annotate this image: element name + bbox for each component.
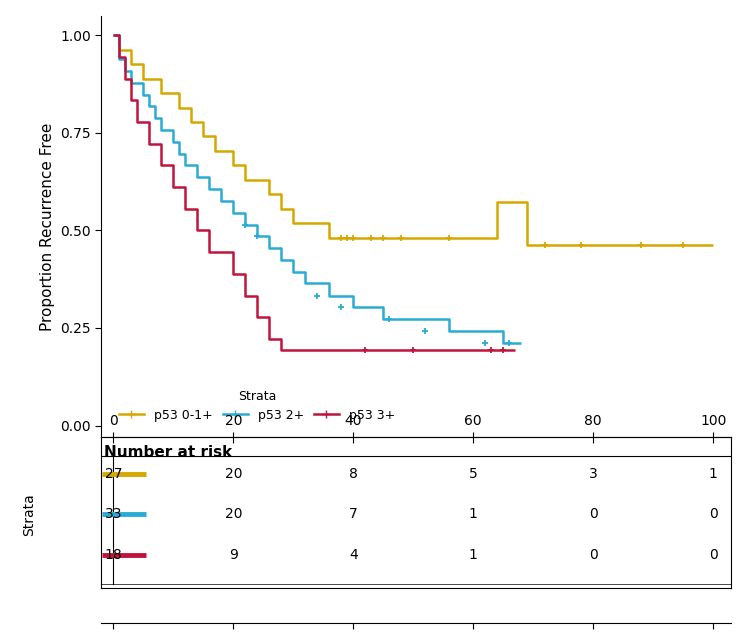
Text: 18: 18 <box>104 548 122 562</box>
Text: 1: 1 <box>469 507 478 521</box>
Text: 1: 1 <box>469 548 478 562</box>
Text: Strata: Strata <box>22 493 36 536</box>
Text: 33: 33 <box>104 507 122 521</box>
Text: 0: 0 <box>589 548 598 562</box>
Text: 27: 27 <box>104 467 122 481</box>
Text: 0: 0 <box>709 548 718 562</box>
Text: 5: 5 <box>469 467 478 481</box>
Text: 9: 9 <box>229 548 238 562</box>
Text: 0: 0 <box>709 507 718 521</box>
Text: 20: 20 <box>224 507 242 521</box>
Text: Number at risk: Number at risk <box>104 444 232 459</box>
Text: 20: 20 <box>224 467 242 481</box>
Text: 0: 0 <box>589 507 598 521</box>
Text: 1: 1 <box>709 467 718 481</box>
Text: 8: 8 <box>349 467 358 481</box>
Legend: p53 0-1+, p53 2+, p53 3+: p53 0-1+, p53 2+, p53 3+ <box>114 384 400 427</box>
Text: 7: 7 <box>349 507 358 521</box>
Text: 4: 4 <box>349 548 358 562</box>
Text: 3: 3 <box>589 467 598 481</box>
Y-axis label: Proportion Recurrence Free: Proportion Recurrence Free <box>40 123 55 331</box>
